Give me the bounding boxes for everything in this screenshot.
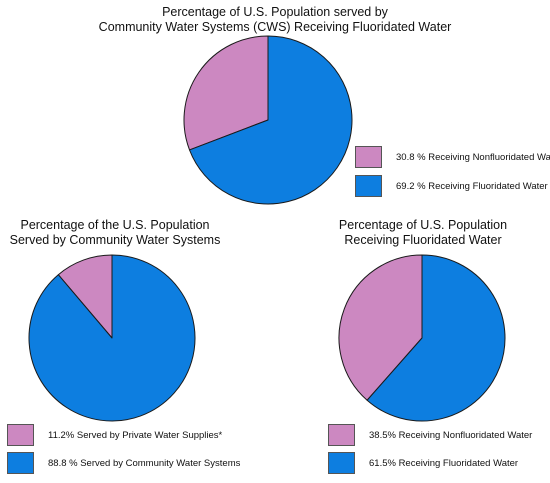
legend-swatch [7,424,34,446]
chart-title-line-2: Community Water Systems (CWS) Receiving … [98,20,452,34]
legend-item-fluoridated: 69.2 % Receiving Fluoridated Water [355,175,548,197]
pie-slice-1 [338,254,423,401]
legend-item-nonfluoridated: 30.8 % Receiving Nonfluoridated Water [355,146,550,168]
chart-title-line-1: Percentage of U.S. Population [338,218,508,232]
legend-swatch [355,175,382,197]
legend-item-private-supplies: 11.2% Served by Private Water Supplies* [7,424,222,446]
legend-swatch [328,452,355,474]
pie-chart [338,254,506,422]
chart-title-line-1: Percentage of the U.S. Population [20,218,210,232]
legend-label: 69.2 % Receiving Fluoridated Water [396,180,548,192]
legend-label: 11.2% Served by Private Water Supplies* [48,429,223,441]
legend-swatch [328,424,355,446]
legend-label: 38.5% Receiving Nonfluoridated Water [369,429,533,441]
pie-chart [183,35,353,205]
chart-title: Percentage of U.S. Population Receiving … [308,218,538,248]
legend-item-nonfluoridated: 38.5% Receiving Nonfluoridated Water [328,424,532,446]
legend-swatch [7,452,34,474]
pie-slice-2 [189,35,353,205]
legend-label: 61.5% Receiving Fluoridated Water [369,457,519,469]
pie-slice-1 [183,35,269,151]
pie-chart [28,254,196,422]
chart-title-line-1: Percentage of U.S. Population served by [162,5,388,19]
pie-slice-2 [28,254,196,422]
legend-label: 30.8 % Receiving Nonfluoridated Water [396,151,550,163]
chart-title: Percentage of the U.S. Population Served… [0,218,230,248]
legend-swatch [355,146,382,168]
chart-title-line-2: Served by Community Water Systems [9,233,221,247]
chart-title: Percentage of U.S. Population served by … [95,5,455,35]
legend-item-fluoridated: 61.5% Receiving Fluoridated Water [328,452,518,474]
legend-label: 88.8 % Served by Community Water Systems [48,457,241,469]
chart-title-line-2: Receiving Fluoridated Water [344,233,502,247]
legend-item-community-systems: 88.8 % Served by Community Water Systems [7,452,240,474]
pie-slice-2 [366,254,506,422]
